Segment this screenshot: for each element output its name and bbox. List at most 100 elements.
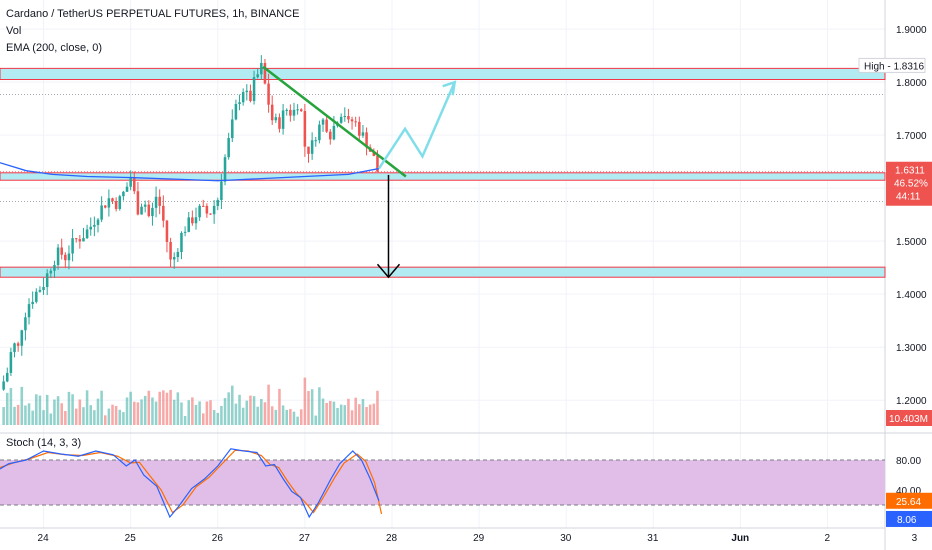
volume-bar <box>191 397 194 425</box>
volume-bar <box>347 398 350 425</box>
candle-body <box>376 155 379 172</box>
volume-bar <box>165 392 169 425</box>
candle-body <box>303 111 307 147</box>
volume-bar <box>78 399 82 425</box>
volume-bar <box>252 396 256 425</box>
candle-body <box>343 116 347 118</box>
volume-bar <box>292 411 296 425</box>
volume-bar <box>180 402 183 425</box>
volume-bar <box>329 400 332 425</box>
volume-bar <box>209 400 212 425</box>
stoch-tick-label: 40.00 <box>896 486 921 497</box>
candle-body <box>136 191 140 215</box>
volume-bar <box>93 410 96 425</box>
volume-bar <box>140 399 143 425</box>
volume-bar <box>289 409 292 425</box>
volume-bar <box>60 403 63 425</box>
volume-bar <box>53 399 56 425</box>
volume-bar <box>281 405 285 425</box>
price-axis[interactable]: 1.90001.80001.70001.60001.50001.40001.30… <box>858 25 932 527</box>
volume-bar <box>368 404 372 425</box>
candle-body <box>64 254 67 261</box>
volume-bar <box>314 415 318 425</box>
time-tick-label: 29 <box>473 533 485 544</box>
volume-bar <box>2 407 5 425</box>
candle-body <box>85 229 89 239</box>
candle-body <box>260 62 263 75</box>
volume-bar <box>64 411 67 425</box>
candle-body <box>216 200 220 206</box>
volume-bar <box>183 415 187 425</box>
candle-body <box>103 205 107 208</box>
volume-bar <box>365 407 368 425</box>
candle-body <box>172 257 176 260</box>
price-tick-label: 1.8000 <box>896 78 927 89</box>
descending-trendline <box>262 65 407 178</box>
volume-bar <box>172 399 176 425</box>
candle-body <box>183 231 187 233</box>
candle-body <box>78 239 82 242</box>
stoch-k-line <box>0 448 380 519</box>
volume-bar <box>56 396 60 425</box>
stoch-legend[interactable]: Stoch (14, 3, 3) <box>6 437 82 449</box>
candle-body <box>125 186 129 192</box>
candle-body <box>372 151 376 156</box>
candle-body <box>223 157 227 182</box>
volume-bar <box>278 388 281 425</box>
candle-body <box>133 178 136 192</box>
volume-bar <box>162 390 165 425</box>
volume-bar <box>205 401 209 425</box>
drawings-layer <box>262 65 457 279</box>
candle-body <box>339 116 343 123</box>
candle-body <box>118 196 122 209</box>
candle-body <box>82 238 85 242</box>
support-resistance-zone <box>0 266 886 278</box>
volume-bar <box>296 416 299 425</box>
stoch-k-value: 25.64 <box>896 497 921 508</box>
candle-body <box>147 204 151 217</box>
time-tick-label: 31 <box>647 533 659 544</box>
candle-body <box>347 116 350 120</box>
last-price-badge <box>886 161 932 206</box>
time-tick-label: 26 <box>212 533 224 544</box>
volume-bar <box>122 412 125 425</box>
candle-body <box>249 90 252 102</box>
volume-bar <box>238 394 241 425</box>
volume-bar <box>310 389 314 425</box>
bearish-arrowhead <box>376 263 401 279</box>
candle-body <box>45 273 49 288</box>
candle-body <box>350 119 354 122</box>
volume-bar <box>27 403 31 425</box>
candle-body <box>209 213 212 215</box>
volume-badge <box>886 410 932 426</box>
price-tick-label: 1.3000 <box>896 343 927 354</box>
volume-value: 10.403M <box>889 414 928 425</box>
candle-body <box>194 217 198 224</box>
candle-body <box>122 191 125 197</box>
time-tick-label: 28 <box>386 533 398 544</box>
support-resistance-zone <box>0 67 886 81</box>
time-tick-label: 27 <box>299 533 311 544</box>
volume-bar <box>16 404 20 425</box>
volume-bar <box>71 394 74 425</box>
volume-bar <box>318 387 321 425</box>
candle-body <box>27 304 31 318</box>
volume-bar <box>9 388 13 425</box>
bullish-projection-path <box>377 81 456 170</box>
volume-bar <box>361 399 365 425</box>
volume-bar <box>35 394 38 425</box>
candle-body <box>35 291 38 302</box>
volume-legend[interactable]: Vol <box>6 25 22 37</box>
volume-bar <box>136 402 140 425</box>
candles-layer <box>2 55 379 391</box>
ema-legend[interactable]: EMA (200, close, 0) <box>6 42 102 54</box>
candle-body <box>329 131 332 140</box>
candle-body <box>129 178 132 187</box>
candle-body <box>5 372 9 382</box>
time-axis[interactable]: 24 25 26 27 28 29 30 31 Jun 2 3 <box>38 533 918 544</box>
volume-bar <box>260 399 263 425</box>
candle-body <box>299 109 303 112</box>
candle-body <box>325 119 328 132</box>
